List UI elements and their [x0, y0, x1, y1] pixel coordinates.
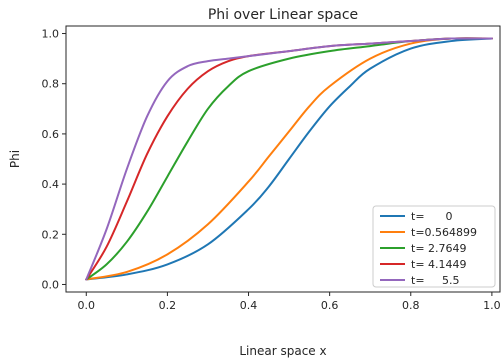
y-axis-ticks: 0.0 0.2 0.4 0.6 0.8 1.0 — [42, 28, 66, 291]
plot-area — [65, 25, 501, 293]
plot-frame — [65, 25, 501, 293]
legend-label-1: t= 0 — [411, 210, 453, 223]
x-tick-label: 0.6 — [321, 299, 339, 312]
legend-label-5: t= 5.5 — [411, 274, 460, 287]
x-tick-label: 1.0 — [483, 299, 501, 312]
y-axis-label: Phi — [8, 150, 22, 168]
y-tick-label: 0.8 — [42, 78, 60, 91]
legend-label-2: t=0.564899 — [411, 226, 477, 239]
series-line-1 — [85, 37, 493, 281]
chart-title: Phi over Linear space — [208, 7, 358, 23]
y-tick-label: 0.4 — [42, 178, 60, 191]
legend-box — [372, 205, 496, 288]
x-axis-ticks: 0.0 0.2 0.4 0.6 0.8 1.0 — [78, 292, 501, 312]
x-tick-label: 0.2 — [159, 299, 177, 312]
x-tick-label: 0.0 — [78, 299, 96, 312]
x-tick-label: 0.8 — [402, 299, 420, 312]
series-line-5 — [85, 37, 493, 281]
series-line-2 — [85, 37, 493, 281]
y-tick-label: 0.2 — [42, 228, 60, 241]
legend-items: t= 0 t=0.564899 t= 2.7649 t= 4.1449 t= 5.5 — [380, 210, 477, 287]
x-tick-label: 0.4 — [240, 299, 258, 312]
y-tick-label: 1.0 — [42, 28, 60, 41]
legend: t= 0 t=0.564899 t= 2.7649 t= 4.1449 t= 5.5 — [372, 205, 496, 288]
y-tick-label: 0.6 — [42, 128, 60, 141]
x-axis-label: Linear space x — [239, 344, 326, 358]
series-layer — [85, 37, 493, 281]
legend-label-4: t= 4.1449 — [411, 258, 467, 271]
y-tick-label: 0.0 — [42, 278, 60, 291]
legend-label-3: t= 2.7649 — [411, 242, 467, 255]
